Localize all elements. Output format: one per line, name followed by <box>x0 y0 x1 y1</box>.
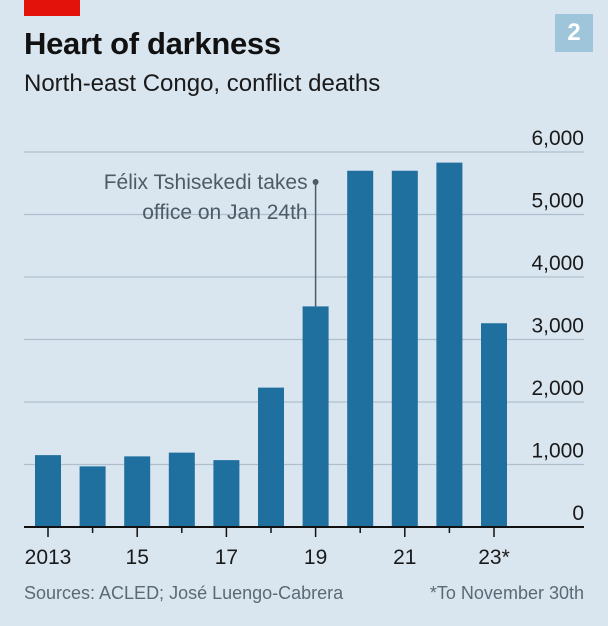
chart-subtitle: North-east Congo, conflict deaths <box>24 70 381 97</box>
chart-title: Heart of darkness <box>24 26 281 61</box>
bar-2013 <box>35 455 61 527</box>
y-tick-label: 4,000 <box>531 252 584 275</box>
brand-red-tag <box>24 0 80 16</box>
bar-2017 <box>213 460 240 527</box>
y-tick-label: 3,000 <box>531 315 584 338</box>
bar-2016 <box>168 452 195 527</box>
y-tick-label: 0 <box>572 502 584 525</box>
footnote-text: *To November 30th <box>429 583 584 603</box>
y-tick-label: 1,000 <box>531 440 584 463</box>
annotation-text-line: Félix Tshisekedi takes <box>104 171 308 194</box>
y-tick-label: 6,000 <box>531 127 584 150</box>
bar-2018 <box>258 387 284 527</box>
annotation-text-line: office on Jan 24th <box>142 201 307 224</box>
y-tick-label: 5,000 <box>531 190 584 213</box>
x-tick-label: 19 <box>304 546 327 569</box>
y-tick-label: 2,000 <box>531 377 584 400</box>
bar-2022 <box>436 162 463 527</box>
bar-2023 <box>481 323 507 527</box>
bar-2019 <box>302 306 329 527</box>
bar-2020 <box>347 170 374 527</box>
x-tick-label: 2013 <box>25 546 72 569</box>
annotation-dot <box>312 179 319 185</box>
x-tick-label: 15 <box>126 546 149 569</box>
bar-2015 <box>124 456 151 527</box>
x-tick-label: 21 <box>393 546 416 569</box>
sources-text: Sources: ACLED; José Luengo-Cabrera <box>24 583 344 603</box>
chart-number-badge: 2 <box>555 14 593 52</box>
bar-2021 <box>391 170 418 527</box>
x-tick-label: 17 <box>215 546 238 569</box>
x-tick-label: 23* <box>478 546 510 569</box>
bar-2014 <box>79 466 106 527</box>
